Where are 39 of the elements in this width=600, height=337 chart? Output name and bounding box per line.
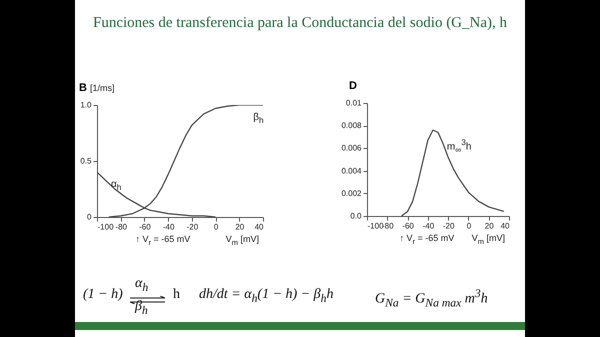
- x-tick-label: -40: [422, 222, 435, 230]
- text: α$_{h}$: [135, 276, 148, 294]
- x-tick-label: 40: [254, 222, 264, 232]
- y-tick-label: 0.008: [341, 121, 362, 130]
- x-tick-label: -60: [402, 222, 414, 230]
- y-tick-label: 0.01: [346, 98, 362, 108]
- x-tick-label: 0: [214, 222, 219, 232]
- y-tick-label: 0.0: [350, 212, 362, 220]
- text: ↑ V$_{r}$ = -65 mV: [136, 234, 190, 247]
- x-tick-label: -60: [139, 222, 152, 232]
- text: G$_{Na}$ = G$_{Na max}$ m$^{3}$h: [375, 287, 488, 310]
- x-axis-title: V$_{m}$ [mV]: [226, 234, 259, 247]
- series-label: β$_{h}$: [253, 112, 264, 125]
- x-tick-label: 20: [235, 222, 245, 232]
- x-axis-title: V$_{m}$ [mV]: [472, 233, 505, 246]
- x-tick-label: -100: [98, 222, 114, 232]
- x-tick-label: -80: [115, 222, 128, 232]
- x-tick-label: -20: [442, 222, 455, 230]
- chart-title: B: [79, 82, 87, 94]
- y-tick-label: 0: [87, 212, 92, 222]
- series-label: m$_{∞}$$^{3}$h: [446, 137, 472, 154]
- y-axis-title: [1/ms]: [90, 83, 115, 93]
- y-tick-label: 0.006: [341, 144, 362, 153]
- x-tick-label: -40: [162, 222, 175, 232]
- y-tick-label: 1.0: [80, 100, 92, 110]
- text: ↑ V$_{r}$ = -65 mV: [400, 233, 454, 246]
- x-tick-label: 0: [466, 222, 472, 230]
- x-tick-label: -20: [186, 222, 199, 232]
- series-label: α$_{h}$: [111, 179, 122, 192]
- text: dh/dt = α$_{h}$(1 − h) − β$_{h}$h: [199, 287, 334, 305]
- x-tick-label: 40: [500, 222, 510, 230]
- y-tick-label: 0.002: [341, 188, 362, 198]
- y-tick-label: 0.004: [341, 166, 362, 176]
- text: h: [173, 287, 180, 302]
- y-tick-label: 0.5: [80, 156, 92, 166]
- text: (1 − h): [83, 287, 123, 302]
- chart-title: D: [349, 80, 357, 92]
- text: Funciones de transferencia para la Conductancia del sodio (G_Na), h: [92, 15, 508, 31]
- x-tick-label: 20: [484, 222, 494, 230]
